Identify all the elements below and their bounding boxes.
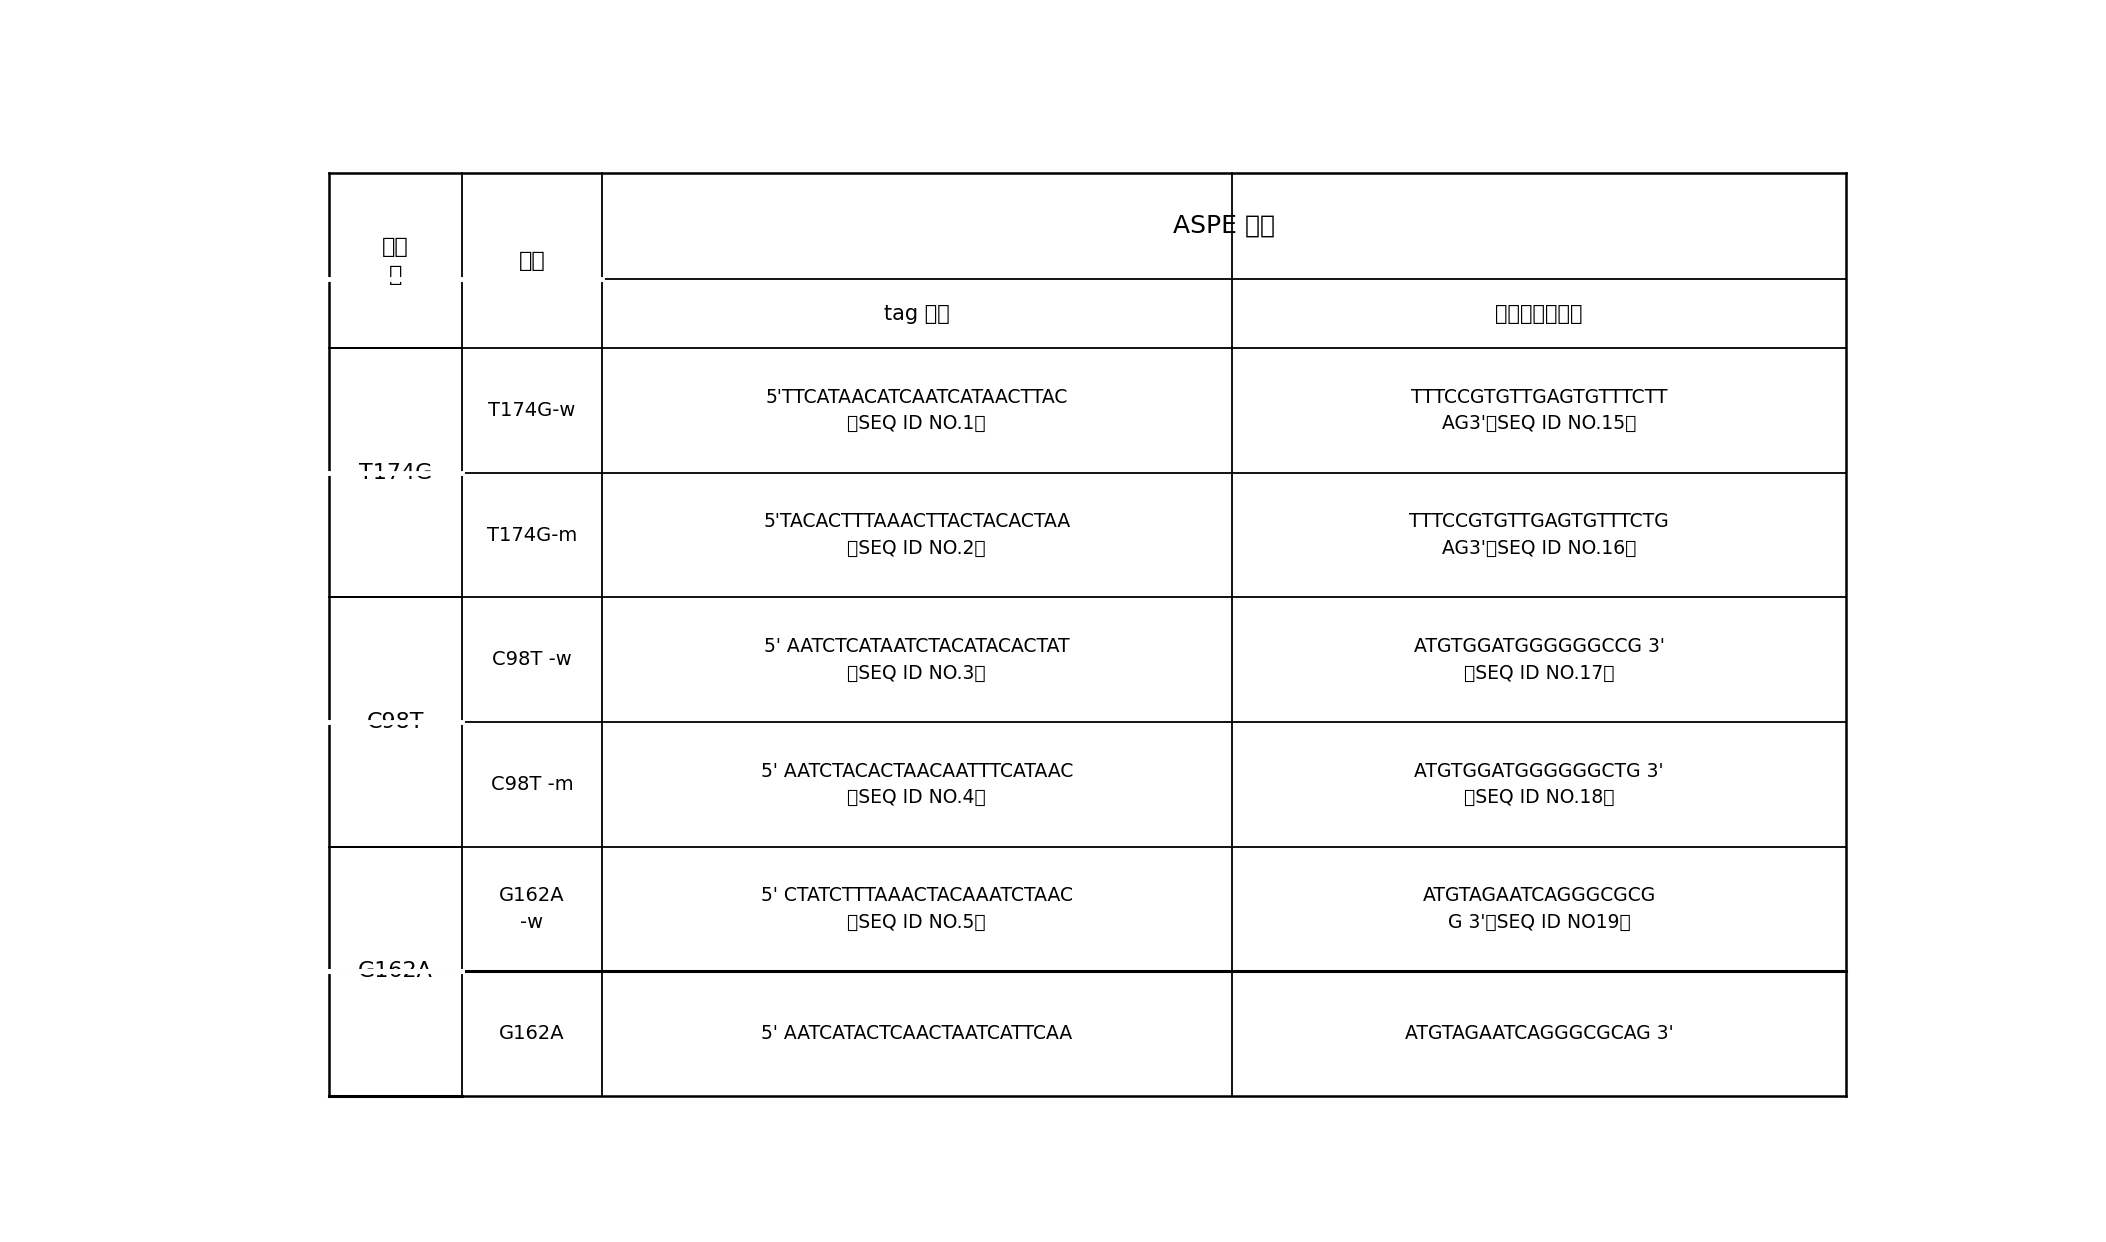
Text: ATGTGGATGGGGGGCCG 3'
（SEQ ID NO.17）: ATGTGGATGGGGGGCCG 3' （SEQ ID NO.17） [1413,637,1664,683]
Text: TTTCCGTGTTGAGTGTTTCTG
AG3'（SEQ ID NO.16）: TTTCCGTGTTGAGTGTTTCTG AG3'（SEQ ID NO.16） [1409,513,1668,558]
Text: C98T -m: C98T -m [491,775,573,794]
Text: 5' AATCTACACTAACAATTTCATAAC
（SEQ ID NO.4）: 5' AATCTACACTAACAATTTCATAAC （SEQ ID NO.4… [760,761,1072,807]
Text: G162A: G162A [358,961,432,981]
Text: T174G-m: T174G-m [486,525,577,545]
Text: ATGTAGAATCAGGGCGCG
G 3'（SEQ ID NO19）: ATGTAGAATCAGGGCGCG G 3'（SEQ ID NO19） [1422,887,1655,932]
Text: G162A
-w: G162A -w [499,887,564,932]
Text: 5' CTATCTTTAAACTACAAATCTAAC
（SEQ ID NO.5）: 5' CTATCTTTAAACTACAAATCTAAC （SEQ ID NO.5… [760,887,1072,932]
Text: 类型: 类型 [518,251,545,271]
Text: C98T: C98T [366,712,423,732]
Text: 特异性引物序列: 特异性引物序列 [1495,304,1584,324]
Text: T174G: T174G [358,463,432,483]
Text: C98T -w: C98T -w [493,651,573,669]
Text: 5'TACACTTTAAACTTACTACACTAA
（SEQ ID NO.2）: 5'TACACTTTAAACTTACTACACTAA （SEQ ID NO.2） [762,513,1070,558]
Text: 5'TTCATAACATCAATCATAACTTAC
（SEQ ID NO.1）: 5'TTCATAACATCAATCATAACTTAC （SEQ ID NO.1） [767,388,1068,433]
Text: 5' AATCTCATAATCTACATACACTAT
（SEQ ID NO.3）: 5' AATCTCATAATCTACATACACTAT （SEQ ID NO.3… [764,637,1070,683]
Text: 5' AATCATACTCAACTAATCATTCAA: 5' AATCATACTCAACTAATCATTCAA [760,1023,1072,1043]
Text: T174G-w: T174G-w [489,401,575,420]
Text: tag 序列: tag 序列 [885,304,950,324]
Text: G162A: G162A [499,1023,564,1043]
Text: TTTCCGTGTTGAGTGTTTCTT
AG3'（SEQ ID NO.15）: TTTCCGTGTTGAGTGTTTCTT AG3'（SEQ ID NO.15） [1411,388,1668,433]
Text: ATGTAGAATCAGGGCGCAG 3': ATGTAGAATCAGGGCGCAG 3' [1405,1023,1674,1043]
Text: ASPE 引物: ASPE 引物 [1173,214,1274,238]
Text: ATGTGGATGGGGGGCTG 3'
（SEQ ID NO.18）: ATGTGGATGGGGGGCTG 3' （SEQ ID NO.18） [1415,761,1664,807]
Text: 基因
型: 基因 型 [381,237,409,284]
